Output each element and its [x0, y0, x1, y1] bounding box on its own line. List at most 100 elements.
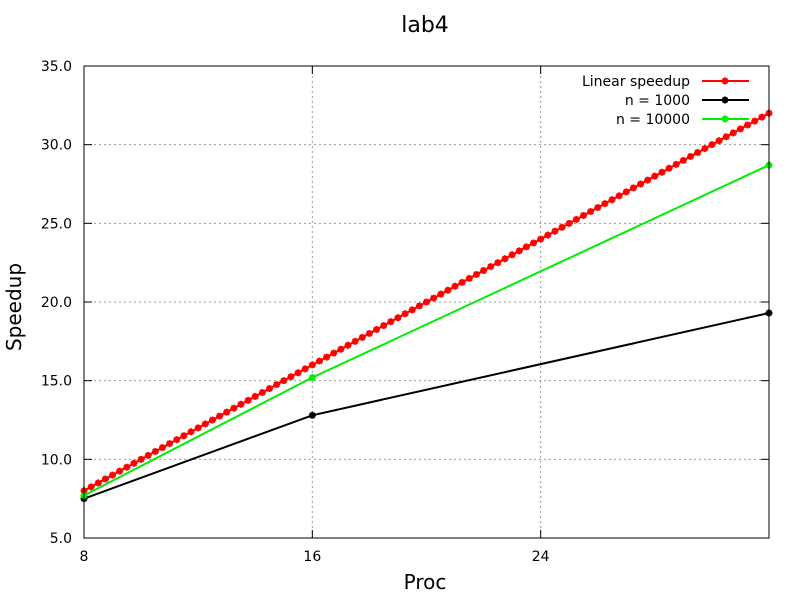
data-point	[87, 483, 95, 491]
data-point	[308, 374, 316, 382]
data-point	[537, 235, 545, 243]
y-axis-label: Speedup	[2, 263, 26, 351]
data-point	[594, 204, 602, 212]
data-point	[273, 381, 281, 389]
data-point	[394, 314, 402, 322]
series-0	[80, 109, 773, 495]
data-point	[344, 341, 352, 349]
data-point	[223, 408, 231, 416]
data-point	[508, 251, 516, 259]
data-point	[651, 172, 659, 180]
data-point	[601, 200, 609, 208]
data-point	[658, 168, 666, 176]
data-point	[608, 196, 616, 204]
data-point	[308, 361, 316, 369]
data-point	[622, 188, 630, 196]
data-point	[266, 385, 274, 393]
data-point	[672, 160, 680, 168]
data-point	[522, 243, 530, 251]
data-point	[694, 149, 702, 157]
data-point	[415, 302, 423, 310]
data-point	[208, 416, 216, 424]
data-point	[451, 282, 459, 290]
data-point	[280, 377, 288, 385]
legend-label: n = 1000	[625, 93, 690, 109]
data-point	[315, 357, 323, 365]
data-point	[458, 278, 466, 286]
data-point	[423, 298, 430, 306]
data-point	[729, 129, 737, 137]
series-1	[80, 309, 773, 503]
data-point	[244, 396, 252, 404]
data-point	[401, 310, 409, 318]
data-point	[751, 117, 759, 125]
data-point	[465, 274, 473, 282]
data-point	[294, 369, 302, 377]
data-point	[472, 270, 480, 278]
data-point	[373, 326, 381, 334]
data-point	[494, 259, 502, 267]
data-point	[130, 459, 138, 467]
x-axis-label: Proc	[404, 570, 447, 594]
plot-series	[80, 109, 773, 503]
axis-ticks: 5.0 10.0 15.0 20.0 25.0 30.0 35.0 8 16 24	[41, 59, 769, 565]
data-point	[722, 133, 730, 141]
y-tick-label: 30.0	[41, 138, 72, 154]
data-point	[544, 231, 552, 239]
data-point	[216, 412, 224, 420]
chart-title: lab4	[401, 13, 449, 38]
data-point	[637, 180, 645, 188]
data-point	[715, 137, 723, 145]
data-point	[487, 263, 495, 271]
data-point	[351, 337, 359, 345]
data-point	[94, 479, 102, 487]
data-point	[258, 388, 266, 396]
data-point	[237, 400, 245, 408]
data-point	[687, 152, 695, 160]
data-point	[587, 208, 595, 216]
data-point	[158, 444, 166, 452]
legend-marker	[721, 115, 729, 123]
data-point	[251, 392, 259, 400]
data-point	[337, 345, 345, 353]
data-point	[151, 447, 159, 455]
data-point	[515, 247, 523, 255]
data-point	[579, 211, 587, 219]
data-point	[116, 467, 124, 475]
data-point	[708, 141, 716, 149]
legend-label: Linear speedup	[582, 74, 690, 90]
data-point	[365, 329, 373, 337]
data-point	[380, 322, 388, 330]
y-tick-label: 35.0	[41, 59, 72, 75]
data-point	[180, 432, 188, 440]
data-point	[109, 471, 117, 479]
data-point	[480, 267, 488, 275]
data-point	[123, 463, 131, 471]
data-point	[230, 404, 238, 412]
data-point	[629, 184, 637, 192]
y-tick-label: 10.0	[41, 452, 72, 468]
data-point	[501, 255, 509, 263]
data-point	[330, 349, 338, 357]
data-point	[173, 436, 181, 444]
series-line	[83, 164, 770, 497]
x-tick-label: 8	[80, 549, 89, 565]
data-point	[323, 353, 331, 361]
grid-lines	[84, 66, 769, 538]
data-point	[287, 373, 295, 381]
y-tick-label: 20.0	[41, 295, 72, 311]
data-point	[644, 176, 652, 184]
data-point	[387, 318, 395, 326]
data-point	[679, 156, 687, 164]
legend-marker	[721, 96, 729, 104]
data-point	[701, 145, 709, 153]
data-point	[408, 306, 416, 314]
data-point	[144, 451, 152, 459]
data-point	[201, 420, 209, 428]
data-point	[758, 113, 766, 121]
data-point	[166, 440, 174, 448]
y-tick-label: 15.0	[41, 374, 72, 390]
data-point	[736, 125, 744, 133]
y-tick-label: 5.0	[50, 531, 72, 547]
